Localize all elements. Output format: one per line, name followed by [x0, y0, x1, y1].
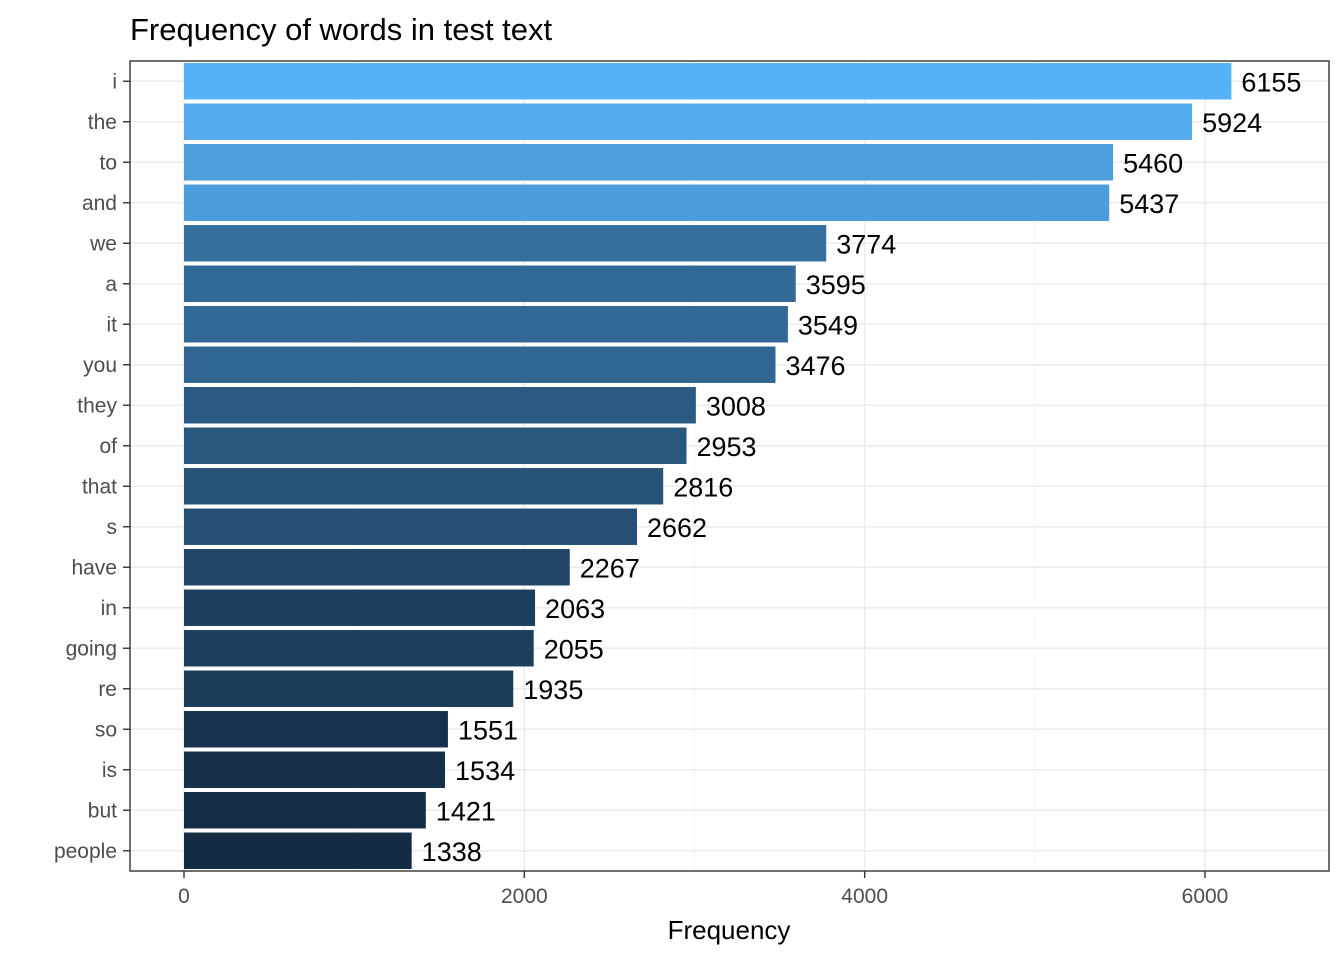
bar	[184, 427, 687, 464]
data-label: 3008	[706, 391, 766, 421]
bar	[184, 508, 637, 545]
bar	[184, 832, 412, 869]
data-label: 2063	[545, 594, 605, 624]
y-tick-label: it	[107, 313, 118, 336]
data-label: 1338	[422, 837, 482, 867]
y-tick-label: is	[102, 759, 117, 782]
grid-lines	[130, 61, 1329, 871]
y-tick-label: of	[99, 435, 117, 458]
data-label: 1551	[458, 715, 518, 745]
bar	[184, 306, 788, 343]
x-tick-label: 6000	[1182, 885, 1229, 908]
x-tick-label: 4000	[841, 885, 888, 908]
bar	[184, 144, 1114, 181]
chart-title: Frequency of words in test text	[130, 12, 553, 47]
y-tick-label: going	[66, 637, 117, 660]
data-label: 2662	[647, 513, 707, 543]
bar	[184, 265, 796, 302]
bar	[184, 103, 1193, 140]
x-tick-label: 0	[178, 885, 190, 908]
data-label: 2267	[580, 553, 640, 583]
bar	[184, 630, 534, 667]
data-label: 2816	[673, 472, 733, 502]
bar	[184, 589, 536, 626]
bar	[184, 184, 1110, 221]
data-label: 2953	[697, 432, 757, 462]
x-tick-label: 2000	[501, 885, 548, 908]
data-labels: 6155 5924 5460 5437 3774 3595 3549 3476 3008 2953…	[422, 67, 1302, 867]
y-tick-label: re	[98, 678, 117, 701]
data-label: 1534	[455, 756, 515, 786]
data-label: 5924	[1202, 108, 1262, 138]
bars	[184, 63, 1232, 869]
y-tick-label: s	[107, 516, 118, 539]
y-tick-label: we	[89, 232, 117, 255]
y-axis: i the to and we a it you they of that s have in going r…	[54, 70, 130, 863]
data-label: 3476	[785, 351, 845, 381]
y-tick-label: in	[101, 597, 117, 620]
data-label: 1935	[523, 675, 583, 705]
bar	[184, 792, 426, 829]
bar	[184, 549, 570, 586]
y-tick-label: to	[99, 151, 117, 174]
y-tick-label: but	[88, 799, 117, 822]
data-label: 3549	[798, 310, 858, 340]
data-label: 6155	[1241, 67, 1301, 97]
y-tick-label: and	[82, 192, 117, 215]
data-label: 3595	[806, 270, 866, 300]
x-axis: 0 2000 4000 6000	[178, 871, 1228, 908]
data-label: 2055	[544, 634, 604, 664]
data-label: 5437	[1119, 189, 1179, 219]
x-axis-title: Frequency	[668, 915, 791, 945]
data-label: 1421	[436, 796, 496, 826]
data-label: 5460	[1123, 148, 1183, 178]
y-tick-label: a	[105, 273, 117, 296]
y-tick-label: that	[82, 475, 117, 498]
y-tick-label: they	[77, 394, 117, 417]
data-label: 3774	[836, 229, 896, 259]
bar	[184, 63, 1232, 100]
bar	[184, 751, 446, 788]
y-tick-label: so	[95, 718, 117, 741]
y-tick-label: the	[88, 111, 117, 134]
bar	[184, 225, 827, 262]
bar	[184, 387, 696, 424]
y-tick-label: people	[54, 840, 117, 863]
bar	[184, 468, 664, 505]
y-tick-label: you	[83, 354, 117, 377]
bar	[184, 346, 776, 383]
y-tick-label: i	[112, 70, 117, 93]
panel-border	[129, 60, 1330, 872]
bar	[184, 670, 514, 707]
bar	[184, 711, 448, 748]
y-tick-label: have	[71, 556, 117, 579]
